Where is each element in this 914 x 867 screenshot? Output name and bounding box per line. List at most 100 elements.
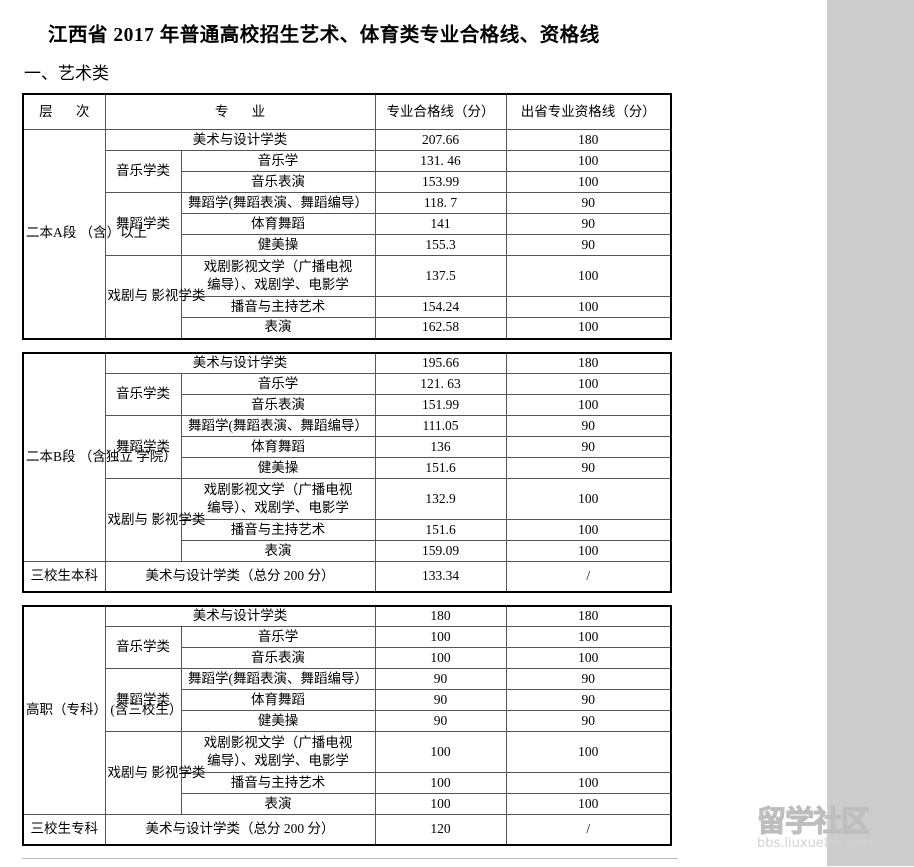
major-name-cell: 健美操 xyxy=(180,234,376,256)
qualify-line-cell: 90 xyxy=(505,436,672,458)
qualify-line-cell: 100 xyxy=(505,540,672,562)
table-row: 舞蹈学类 舞蹈学(舞蹈表演、舞蹈编导） 111.05 90 xyxy=(23,415,672,479)
pass-line-cell: 90 xyxy=(374,689,507,711)
pass-line-cell: 131. 46 xyxy=(374,150,507,172)
qualify-line-cell: / xyxy=(505,814,672,845)
column-header-level: 层 次 xyxy=(22,93,106,130)
major-name-cell: 美术与设计学类 xyxy=(104,129,376,151)
major-name-cell: 美术与设计学类 xyxy=(104,352,376,374)
qualify-line-cell: 90 xyxy=(505,213,672,235)
qualify-line-cell: 90 xyxy=(505,415,672,437)
pass-line-cell: 151.6 xyxy=(374,519,507,541)
major-name-cell: 美术与设计学类 xyxy=(104,605,376,627)
qualify-line-cell: 90 xyxy=(505,668,672,690)
pass-line-cell: 151.6 xyxy=(374,457,507,479)
qualify-line-cell: 100 xyxy=(505,519,672,541)
score-table-1: 层 次专 业专业合格线（分） 出省专业资格线（分） 二本A段 （含）以上 美术与设计学… xyxy=(22,93,672,340)
major-group-cell: 戏剧与 影视学类 xyxy=(104,255,205,339)
pass-line-cell: 133.34 xyxy=(374,561,507,592)
pass-line-cell: 137.5 xyxy=(374,255,507,297)
major-name-cell: 音乐学 xyxy=(180,626,376,648)
document-content: 江西省 2017 年普通高校招生艺术、体育类专业合格线、资格线 一、艺术类 层 … xyxy=(22,0,678,846)
qualify-line-cell: 100 xyxy=(505,478,672,520)
major-name-cell: 播音与主持艺术 xyxy=(180,296,376,318)
pass-line-cell: 118. 7 xyxy=(374,192,507,214)
column-header-pass-line: 专业合格线（分） xyxy=(374,93,507,130)
major-name-cell: 戏剧影视文学（广播电视 编导）、戏剧学、电影学 xyxy=(180,731,376,773)
qualify-line-cell: 180 xyxy=(505,129,672,151)
table-row: 舞蹈学类 舞蹈学(舞蹈表演、舞蹈编导） 118. 7 90 xyxy=(23,192,672,256)
major-name-cell: 健美操 xyxy=(180,710,376,732)
level-label-cell: 高职（专科） (含三校生） xyxy=(22,605,182,815)
table-row: 戏剧与 影视学类 戏剧影视文学（广播电视 编导）、戏剧学、电影学 132.9 100 xyxy=(23,478,672,562)
pass-line-cell: 159.09 xyxy=(374,540,507,562)
qualify-line-cell: 100 xyxy=(505,772,672,794)
table-header-row: 层 次专 业专业合格线（分） 出省专业资格线（分） xyxy=(22,93,672,130)
table-row: 戏剧与 影视学类 戏剧影视文学（广播电视 编导）、戏剧学、电影学 100 100 xyxy=(23,731,672,815)
level-label-cell: 二本A段 （含）以上 xyxy=(22,129,147,339)
table-row: 音乐表演 151.99 100 xyxy=(23,394,672,416)
major-group-cell: 音乐学类 xyxy=(104,626,182,669)
next-page-edge xyxy=(22,858,678,867)
table-row: 播音与主持艺术 100 100 xyxy=(23,772,672,794)
pass-line-cell: 141 xyxy=(374,213,507,235)
qualify-line-cell: 180 xyxy=(505,605,672,627)
column-header-qualify-line: 出省专业资格线（分） xyxy=(505,93,672,130)
level-label-cell: 三校生本科 xyxy=(22,561,106,592)
pass-line-cell: 100 xyxy=(374,731,507,773)
qualify-line-cell: 100 xyxy=(505,394,672,416)
major-name-cell: 健美操 xyxy=(180,457,376,479)
score-table-3: 高职（专科） (含三校生） 美术与设计学类 180 180 音乐学类 音乐学 100 100 音… xyxy=(22,604,672,846)
pass-line-cell: 155.3 xyxy=(374,234,507,256)
level-label-cell: 二本B段 （含独立 学院） xyxy=(22,352,177,562)
pass-line-cell: 100 xyxy=(374,626,507,648)
score-tables-host: 层 次专 业专业合格线（分） 出省专业资格线（分） 二本A段 （含）以上 美术与设计学… xyxy=(22,93,678,846)
pass-line-cell: 111.05 xyxy=(374,415,507,437)
table-row: 高职（专科） (含三校生） 美术与设计学类 180 180 xyxy=(22,605,672,815)
column-header-major: 专 业 xyxy=(104,93,376,130)
table-row: 播音与主持艺术 154.24 100 xyxy=(23,296,672,318)
major-name-cell: 音乐学 xyxy=(180,373,376,395)
pass-line-cell: 162.58 xyxy=(374,317,507,339)
table-row: 戏剧与 影视学类 戏剧影视文学（广播电视 编导）、戏剧学、电影学 137.5 100 xyxy=(23,255,672,339)
pass-line-cell: 153.99 xyxy=(374,171,507,193)
major-name-cell: 美术与设计学类（总分 200 分） xyxy=(104,814,376,845)
qualify-line-cell: 100 xyxy=(505,255,672,297)
major-group-cell: 舞蹈学类 xyxy=(104,192,182,256)
qualify-line-cell: 90 xyxy=(505,710,672,732)
document-page: 江西省 2017 年普通高校招生艺术、体育类专业合格线、资格线 一、艺术类 层 … xyxy=(22,0,678,846)
qualify-line-cell: 100 xyxy=(505,731,672,773)
pass-line-cell: 195.66 xyxy=(374,352,507,374)
pass-line-cell: 100 xyxy=(374,647,507,669)
major-name-cell: 体育舞蹈 xyxy=(180,213,376,235)
major-name-cell: 舞蹈学(舞蹈表演、舞蹈编导） xyxy=(180,415,376,437)
qualify-line-cell: / xyxy=(505,561,672,592)
table-row-single: 三校生本科 美术与设计学类（总分 200 分） 133.34/ xyxy=(22,561,672,592)
qualify-line-cell: 100 xyxy=(505,793,672,815)
qualify-line-cell: 90 xyxy=(505,689,672,711)
pass-line-cell: 100 xyxy=(374,793,507,815)
table-row: 表演 159.09 100 xyxy=(23,540,672,562)
major-group-cell: 戏剧与 影视学类 xyxy=(104,731,205,815)
major-name-cell: 音乐表演 xyxy=(180,171,376,193)
major-group-cell: 音乐学类 xyxy=(104,373,182,416)
qualify-line-cell: 180 xyxy=(505,352,672,374)
table-row: 表演 100 100 xyxy=(23,793,672,815)
pass-line-cell: 136 xyxy=(374,436,507,458)
major-name-cell: 舞蹈学(舞蹈表演、舞蹈编导） xyxy=(180,668,376,690)
qualify-line-cell: 90 xyxy=(505,192,672,214)
qualify-line-cell: 90 xyxy=(505,457,672,479)
pass-line-cell: 207.66 xyxy=(374,129,507,151)
table-row-single: 三校生专科 美术与设计学类（总分 200 分） 120/ xyxy=(22,814,672,845)
major-group-cell: 戏剧与 影视学类 xyxy=(104,478,205,562)
pass-line-cell: 151.99 xyxy=(374,394,507,416)
major-name-cell: 体育舞蹈 xyxy=(180,436,376,458)
qualify-line-cell: 100 xyxy=(505,626,672,648)
major-name-cell: 音乐学 xyxy=(180,150,376,172)
page-title: 江西省 2017 年普通高校招生艺术、体育类专业合格线、资格线 xyxy=(48,25,600,46)
major-group-cell: 舞蹈学类 xyxy=(104,415,182,479)
qualify-line-cell: 100 xyxy=(505,317,672,339)
pass-line-cell: 121. 63 xyxy=(374,373,507,395)
pass-line-cell: 180 xyxy=(374,605,507,627)
qualify-line-cell: 100 xyxy=(505,373,672,395)
